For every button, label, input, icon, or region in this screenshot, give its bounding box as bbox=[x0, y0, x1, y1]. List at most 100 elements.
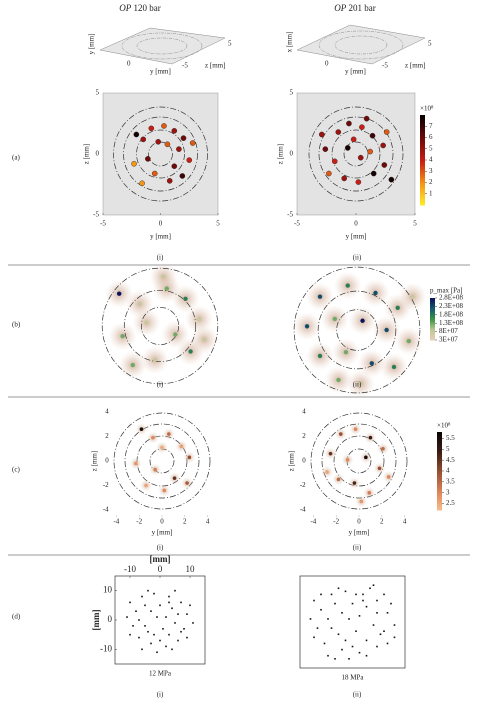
spot bbox=[133, 461, 138, 466]
colorbar-cell bbox=[430, 328, 435, 330]
spot bbox=[162, 488, 167, 493]
droplet bbox=[335, 129, 342, 135]
point bbox=[174, 622, 176, 624]
colorbar-cell bbox=[437, 433, 442, 437]
spot bbox=[153, 467, 157, 472]
point bbox=[180, 601, 182, 604]
ring bbox=[113, 412, 211, 510]
pressure-spot bbox=[317, 294, 323, 299]
spot bbox=[386, 475, 391, 479]
colorbar-cell bbox=[437, 437, 442, 441]
point bbox=[144, 604, 146, 607]
pressure-spot bbox=[358, 381, 363, 386]
colorbar-cell bbox=[437, 500, 442, 503]
spot bbox=[338, 432, 343, 436]
spot bbox=[336, 477, 341, 482]
plot-frame bbox=[299, 575, 406, 669]
colorbar-label: 7 bbox=[429, 122, 433, 130]
point bbox=[362, 593, 364, 596]
droplet bbox=[139, 180, 145, 187]
pressure-spot bbox=[152, 357, 158, 363]
y-tick-label: 5 bbox=[290, 89, 294, 97]
point bbox=[126, 616, 128, 618]
colorbar-cell bbox=[437, 488, 442, 491]
colorbar-cell bbox=[437, 474, 442, 478]
colorbar-cell bbox=[420, 200, 425, 204]
pressure-spot bbox=[317, 353, 323, 359]
y-axis-label: [mm] bbox=[91, 610, 101, 631]
colorbar-cell bbox=[420, 133, 425, 136]
x-tick-label: 2 bbox=[380, 518, 384, 526]
point bbox=[171, 648, 173, 651]
point bbox=[316, 627, 319, 629]
colorbar-cell bbox=[420, 196, 425, 199]
droplet bbox=[383, 129, 390, 135]
colorbar-exponent: ×10⁸ bbox=[420, 105, 434, 113]
colorbar-cell bbox=[430, 305, 435, 307]
colorbar-cell bbox=[437, 498, 442, 501]
colorbar-cell bbox=[420, 130, 425, 134]
point bbox=[192, 622, 194, 624]
colorbar-cell bbox=[437, 502, 442, 505]
ring bbox=[113, 106, 208, 202]
point bbox=[323, 642, 326, 645]
y-tick-label: -2 bbox=[103, 481, 109, 489]
point bbox=[386, 642, 389, 645]
iso-plot bbox=[99, 24, 426, 65]
colorbar-cell bbox=[430, 317, 435, 320]
point bbox=[165, 645, 167, 648]
point bbox=[168, 595, 170, 598]
colorbar-cell bbox=[420, 160, 425, 163]
iso-label: y [mm] bbox=[150, 68, 171, 76]
point bbox=[362, 599, 364, 602]
pressure-spot bbox=[183, 296, 188, 301]
colorbar-cell bbox=[420, 153, 425, 156]
point bbox=[156, 651, 158, 654]
y-axis-label: z [mm] bbox=[287, 451, 295, 471]
colorbar-cell bbox=[437, 496, 442, 499]
iso-tick: 0 bbox=[325, 60, 329, 68]
colorbar-cell bbox=[437, 490, 442, 493]
point bbox=[320, 608, 322, 611]
colorbar-cell bbox=[420, 137, 425, 141]
pressure-spot bbox=[137, 301, 142, 307]
pressure-spot bbox=[173, 332, 178, 337]
colorbar-cell bbox=[430, 302, 435, 304]
y-tick-label: 5 bbox=[96, 89, 100, 97]
spot bbox=[359, 499, 364, 504]
droplet bbox=[388, 176, 395, 183]
point bbox=[369, 587, 371, 590]
spot bbox=[345, 457, 350, 462]
x-tick-label: 0 bbox=[354, 220, 358, 228]
colorbar-cell bbox=[437, 504, 442, 507]
colorbar-cell bbox=[437, 467, 442, 470]
sub-label: (i) bbox=[157, 381, 164, 389]
droplet bbox=[346, 120, 352, 127]
point bbox=[141, 648, 143, 651]
droplet bbox=[155, 138, 161, 145]
x-tick-label: -4 bbox=[113, 518, 119, 526]
iso-label: y [mm] bbox=[345, 68, 366, 76]
colorbar-cell bbox=[430, 335, 435, 338]
ring bbox=[333, 435, 385, 487]
pressure-spot bbox=[130, 362, 135, 368]
colorbar-cell bbox=[437, 494, 442, 497]
point bbox=[309, 618, 312, 620]
iso-label: y [mm] bbox=[88, 34, 96, 55]
colorbar-cell bbox=[437, 435, 442, 439]
colorbar-cell bbox=[437, 459, 442, 462]
colorbar-cell bbox=[420, 139, 425, 143]
x-axis-label: y [mm] bbox=[346, 233, 367, 241]
colorbar-title: p_max [Pa] bbox=[430, 287, 462, 295]
colorbar-cell bbox=[430, 304, 435, 306]
colorbar-cell bbox=[437, 492, 442, 495]
colorbar-label: 3 bbox=[446, 488, 450, 496]
droplet bbox=[151, 170, 158, 177]
y-tick-label: 0 bbox=[302, 457, 306, 465]
point bbox=[153, 633, 155, 636]
point bbox=[376, 645, 378, 648]
droplet bbox=[350, 136, 357, 143]
point bbox=[180, 630, 182, 633]
iso-label: z [mm] bbox=[205, 62, 225, 70]
colorbar-cell bbox=[420, 121, 425, 125]
